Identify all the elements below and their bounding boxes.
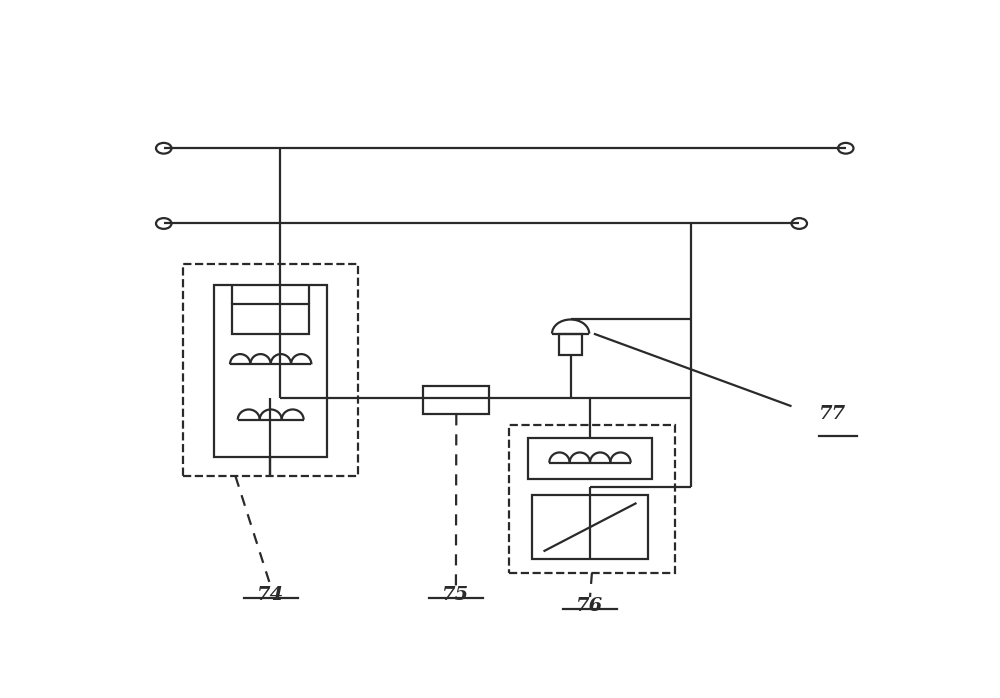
Bar	[528, 438, 652, 479]
Bar	[214, 285, 326, 457]
Bar	[559, 334, 582, 355]
Text: 77: 77	[819, 406, 846, 423]
Text: 76: 76	[576, 597, 604, 615]
Bar	[183, 264, 358, 476]
Bar	[423, 387, 489, 415]
Text: 75: 75	[442, 586, 470, 604]
Bar	[509, 425, 675, 573]
Bar	[232, 304, 309, 334]
Text: 74: 74	[257, 586, 284, 604]
Bar	[532, 495, 648, 559]
